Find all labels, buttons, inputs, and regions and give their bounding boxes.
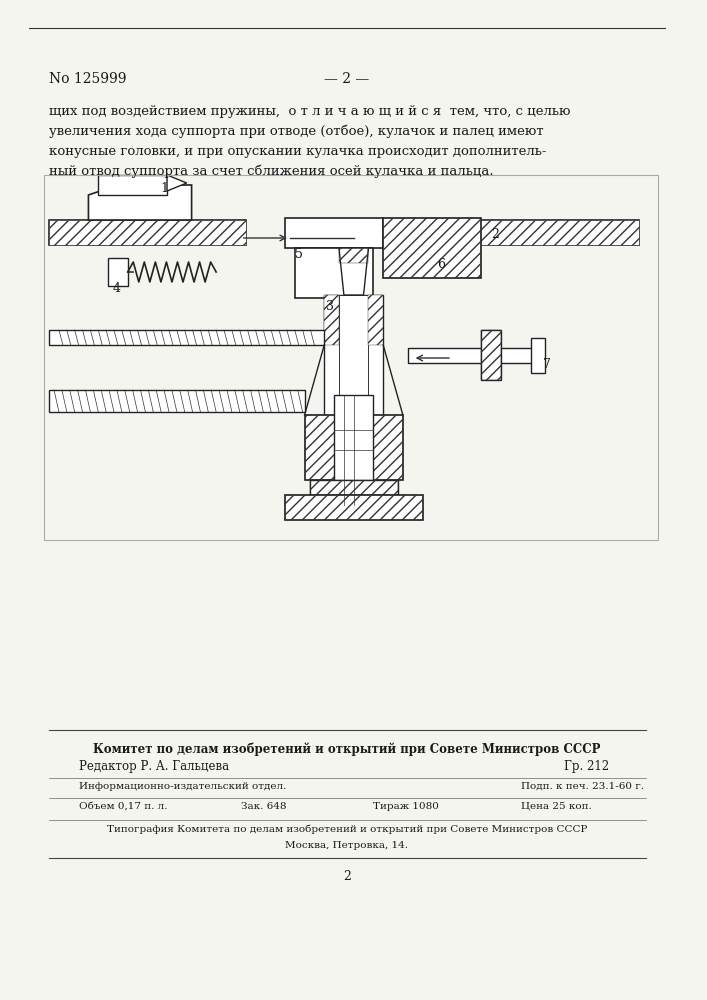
Bar bbox=[481, 330, 501, 380]
Bar bbox=[383, 220, 638, 245]
Bar bbox=[285, 495, 423, 520]
Text: Подп. к печ. 23.1-60 г.: Подп. к печ. 23.1-60 г. bbox=[521, 782, 644, 791]
Text: Гр. 212: Гр. 212 bbox=[564, 760, 609, 773]
Text: 6: 6 bbox=[437, 258, 445, 271]
Bar bbox=[383, 218, 481, 278]
Bar bbox=[108, 258, 128, 286]
Bar bbox=[339, 295, 368, 475]
Text: — 2 —: — 2 — bbox=[325, 72, 370, 86]
Bar bbox=[45, 175, 658, 540]
Bar bbox=[305, 415, 403, 480]
Bar bbox=[334, 395, 373, 505]
Bar bbox=[408, 348, 535, 363]
Text: 1: 1 bbox=[160, 182, 168, 195]
Bar bbox=[339, 248, 368, 263]
Text: Редактор Р. А. Гальцева: Редактор Р. А. Гальцева bbox=[78, 760, 229, 773]
Text: No 125999: No 125999 bbox=[49, 72, 127, 86]
Bar bbox=[98, 175, 167, 195]
Bar bbox=[368, 295, 383, 345]
Text: Зак. 648: Зак. 648 bbox=[240, 802, 286, 811]
Text: Москва, Петровка, 14.: Москва, Петровка, 14. bbox=[286, 841, 409, 850]
Text: 7: 7 bbox=[544, 358, 551, 371]
Bar bbox=[383, 220, 638, 245]
Polygon shape bbox=[339, 248, 368, 295]
Text: увеличения хода суппорта при отводе (отбое), кулачок и палец имеют: увеличения хода суппорта при отводе (отб… bbox=[49, 125, 544, 138]
Polygon shape bbox=[88, 185, 192, 220]
Text: Информационно-издательский отдел.: Информационно-издательский отдел. bbox=[78, 782, 286, 791]
Text: Тираж 1080: Тираж 1080 bbox=[373, 802, 439, 811]
Bar bbox=[310, 480, 398, 495]
Polygon shape bbox=[167, 175, 187, 191]
Bar bbox=[285, 495, 423, 520]
Bar bbox=[310, 480, 398, 495]
Bar bbox=[325, 295, 339, 345]
Bar bbox=[530, 338, 545, 373]
Text: Типография Комитета по делам изобретений и открытий при Совете Министров СССР: Типография Комитета по делам изобретений… bbox=[107, 825, 587, 834]
Text: щих под воздействием пружины,  о т л и ч а ю щ и й с я  тем, что, с целью: щих под воздействием пружины, о т л и ч … bbox=[49, 105, 571, 118]
Bar bbox=[285, 218, 383, 248]
Bar bbox=[49, 220, 245, 245]
Bar bbox=[49, 330, 325, 345]
Bar bbox=[383, 218, 481, 278]
Bar bbox=[305, 415, 403, 480]
Text: конусные головки, и при опускании кулачка происходит дополнитель-: конусные головки, и при опускании кулачк… bbox=[49, 145, 547, 158]
Text: 3: 3 bbox=[326, 300, 334, 313]
Bar bbox=[295, 248, 373, 298]
Bar bbox=[481, 330, 501, 380]
Text: ный отвод суппорта за счет сближения осей кулачка и пальца.: ный отвод суппорта за счет сближения осе… bbox=[49, 165, 493, 178]
Bar bbox=[325, 295, 383, 475]
Bar bbox=[49, 220, 245, 245]
Text: 4: 4 bbox=[113, 282, 121, 295]
Text: 2: 2 bbox=[491, 228, 499, 241]
Text: Комитет по делам изобретений и открытий при Совете Министров СССР: Комитет по делам изобретений и открытий … bbox=[93, 742, 600, 756]
Text: 5: 5 bbox=[295, 248, 303, 261]
Text: Объем 0,17 п. л.: Объем 0,17 п. л. bbox=[78, 802, 167, 811]
Text: 2: 2 bbox=[343, 870, 351, 883]
Bar bbox=[49, 390, 305, 412]
Text: Цена 25 коп.: Цена 25 коп. bbox=[521, 802, 592, 811]
